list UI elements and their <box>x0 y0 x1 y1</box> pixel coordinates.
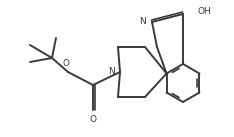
Text: OH: OH <box>197 6 211 15</box>
Text: N: N <box>139 18 146 26</box>
Text: N: N <box>108 68 115 76</box>
Text: O: O <box>62 59 69 68</box>
Text: O: O <box>89 115 96 124</box>
